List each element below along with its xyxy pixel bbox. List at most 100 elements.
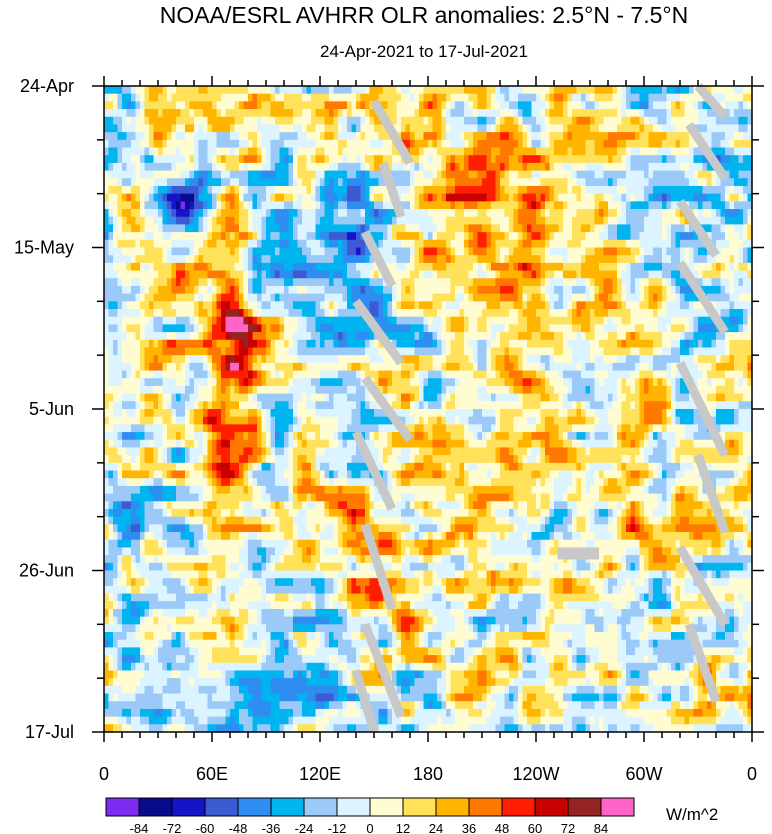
heatmap-cell: [504, 332, 510, 341]
heatmap-cell: [189, 293, 195, 302]
heatmap-cell: [252, 185, 258, 195]
heatmap-cell: [419, 255, 425, 264]
heatmap-cell: [509, 316, 515, 325]
heatmap-cell: [135, 178, 141, 187]
heatmap-cell: [554, 193, 560, 202]
heatmap-cell: [594, 216, 600, 226]
heatmap-cell: [176, 101, 182, 110]
heatmap-cell: [662, 86, 668, 95]
heatmap-cell: [419, 239, 425, 249]
heatmap-cell: [167, 93, 173, 102]
heatmap-cell: [333, 255, 339, 264]
heatmap-cell: [581, 285, 587, 295]
heatmap-cell: [675, 193, 681, 202]
heatmap-cell: [270, 324, 276, 333]
heatmap-cell: [594, 86, 600, 95]
heatmap-cell: [585, 86, 591, 95]
heatmap-cell: [738, 116, 744, 126]
heatmap-cell: [297, 201, 303, 210]
heatmap-cell: [122, 170, 128, 179]
heatmap-cell: [383, 309, 389, 318]
heatmap-cell: [558, 309, 564, 318]
heatmap-cell: [293, 301, 299, 310]
heatmap-cell: [617, 124, 623, 133]
heatmap-cell: [576, 93, 582, 102]
heatmap-cell: [468, 285, 474, 295]
heatmap-cell: [558, 185, 564, 195]
heatmap-cell: [288, 209, 294, 218]
heatmap-cell: [459, 247, 465, 256]
heatmap-cell: [203, 86, 209, 95]
heatmap-cell: [450, 209, 456, 218]
heatmap-cell: [414, 170, 420, 179]
heatmap-cell: [153, 116, 159, 126]
heatmap-cell: [495, 170, 501, 179]
heatmap-cell: [347, 262, 353, 272]
heatmap-cell: [734, 101, 740, 110]
heatmap-cell: [558, 116, 564, 126]
heatmap-cell: [144, 239, 150, 249]
heatmap-cell: [617, 278, 623, 287]
heatmap-cell: [104, 339, 110, 349]
heatmap-cell: [639, 316, 645, 325]
heatmap-cell: [131, 224, 137, 233]
heatmap-cell: [747, 155, 753, 164]
heatmap-cell: [581, 116, 587, 126]
heatmap-cell: [288, 216, 294, 226]
heatmap-cell: [446, 155, 452, 164]
heatmap-cell: [500, 101, 506, 110]
heatmap-cell: [707, 116, 713, 126]
heatmap-cell: [549, 116, 555, 126]
heatmap-cell: [495, 324, 501, 333]
heatmap-cell: [270, 93, 276, 102]
heatmap-cell: [450, 232, 456, 241]
heatmap-cell: [410, 247, 416, 256]
heatmap-cell: [599, 139, 605, 149]
heatmap-cell: [585, 255, 591, 264]
heatmap-cell: [621, 270, 627, 279]
heatmap-cell: [167, 101, 173, 110]
heatmap-cell: [338, 293, 344, 302]
heatmap-cell: [320, 293, 326, 302]
heatmap-cell: [468, 124, 474, 133]
heatmap-cell: [635, 339, 641, 349]
heatmap-cell: [734, 116, 740, 126]
heatmap-cell: [581, 332, 587, 341]
heatmap-cell: [495, 116, 501, 126]
heatmap-cell: [599, 239, 605, 249]
heatmap-cell: [504, 193, 510, 202]
heatmap-cell: [275, 285, 281, 295]
heatmap-cell: [464, 332, 470, 341]
heatmap-cell: [329, 278, 335, 287]
heatmap-cell: [441, 170, 447, 179]
heatmap-cell: [630, 255, 636, 264]
heatmap-cell: [401, 247, 407, 256]
heatmap-cell: [639, 132, 645, 141]
heatmap-cell: [608, 278, 614, 287]
heatmap-cell: [423, 285, 429, 295]
heatmap-cell: [279, 285, 285, 295]
heatmap-cell: [140, 224, 146, 233]
heatmap-cell: [288, 155, 294, 164]
heatmap-cell: [185, 239, 191, 249]
heatmap-cell: [468, 162, 474, 172]
heatmap-cell: [126, 339, 132, 349]
heatmap-cell: [158, 116, 164, 126]
heatmap-cell: [356, 224, 362, 233]
heatmap-cell: [473, 239, 479, 249]
heatmap-cell: [347, 155, 353, 164]
heatmap-cell: [648, 332, 654, 341]
heatmap-cell: [135, 301, 141, 310]
heatmap-cell: [509, 285, 515, 295]
heatmap-cell: [162, 293, 168, 302]
heatmap-cell: [518, 162, 524, 172]
heatmap-cell: [221, 109, 227, 118]
heatmap-cell: [185, 178, 191, 187]
heatmap-cell: [738, 339, 744, 349]
heatmap-cell: [432, 285, 438, 295]
heatmap-cell: [243, 347, 249, 356]
heatmap-cell: [158, 301, 164, 310]
heatmap-cell: [279, 124, 285, 133]
heatmap-cell: [671, 201, 677, 210]
heatmap-cell: [234, 316, 240, 325]
